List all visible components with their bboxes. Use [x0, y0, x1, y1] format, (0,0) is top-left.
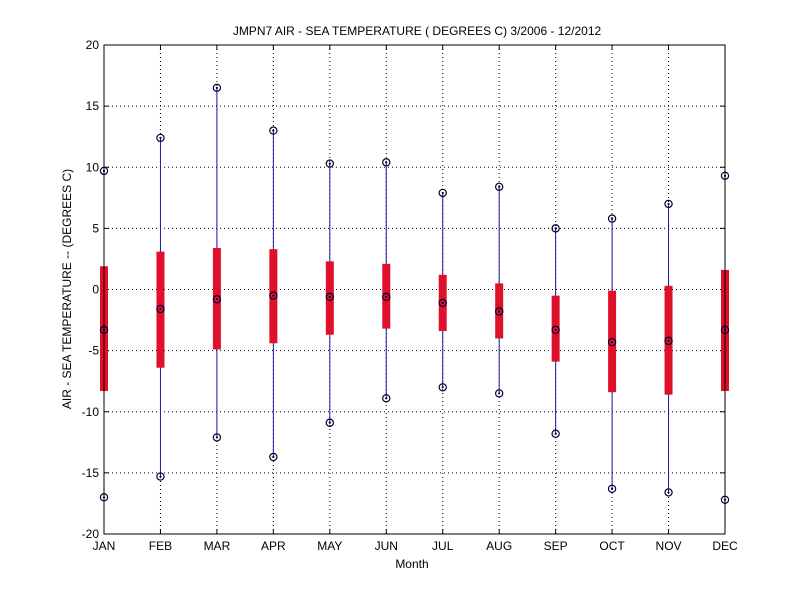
- median-dot-oct: [610, 340, 614, 344]
- grid: [103, 44, 726, 535]
- min-dot-jul: [441, 386, 444, 389]
- x-tick-label-feb: FEB: [149, 539, 172, 553]
- max-dot-jun: [385, 161, 388, 164]
- min-marker-jul: [438, 383, 447, 392]
- x-tick-label-oct: OCT: [599, 539, 625, 553]
- median-dot-aug: [498, 310, 501, 313]
- plot-frame: [103, 44, 726, 535]
- y-tick-label-8: 20: [86, 38, 100, 52]
- x-tick-label-dec: DEC: [712, 539, 738, 553]
- y-tick-label-7: 15: [86, 99, 100, 113]
- max-marker-sep: [551, 224, 560, 233]
- median-marker-aug: [494, 307, 504, 316]
- min-dot-aug: [498, 392, 501, 395]
- min-dot-mar: [215, 436, 219, 439]
- median-dot-apr: [272, 294, 275, 297]
- max-marker-jun: [382, 158, 391, 167]
- max-marker-aug: [494, 182, 504, 192]
- median-dot-nov: [667, 339, 670, 342]
- max-dot-oct: [610, 217, 614, 220]
- median-dot-sep: [554, 328, 557, 331]
- tick-labels: -20 -15 -10 -5 0 5 10 15 20 JAN FEB MAR APR MAY JUN JUL…: [82, 38, 738, 553]
- x-tick-label-jan: JAN: [93, 539, 116, 553]
- min-dot-feb: [159, 475, 162, 478]
- max-marker-nov: [664, 199, 673, 209]
- min-marker-jun: [382, 394, 391, 403]
- max-dot-may: [328, 162, 331, 165]
- max-marker-oct: [607, 214, 617, 223]
- box-plot-marks: [99, 83, 730, 504]
- y-tick-label-3: -5: [88, 344, 99, 358]
- max-dot-aug: [498, 185, 501, 188]
- max-dot-sep: [554, 227, 557, 230]
- min-dot-apr: [272, 455, 275, 459]
- median-marker-oct: [607, 337, 617, 347]
- box-sep: [551, 295, 560, 362]
- y-tick-label-5: 5: [92, 221, 99, 235]
- x-tick-label-may: MAY: [317, 539, 342, 553]
- max-marker-mar: [212, 83, 222, 92]
- median-dot-jun: [385, 295, 388, 298]
- y-tick-label-1: -15: [82, 466, 100, 480]
- y-tick-label-2: -10: [82, 405, 100, 419]
- median-marker-apr: [269, 291, 278, 300]
- max-marker-may: [325, 159, 335, 168]
- median-marker-feb: [156, 304, 165, 314]
- median-marker-may: [325, 292, 335, 302]
- x-tick-label-mar: MAR: [204, 539, 231, 553]
- median-marker-nov: [664, 336, 673, 346]
- min-marker-apr: [269, 452, 278, 462]
- x-tick-label-jun: JUN: [375, 539, 398, 553]
- chart-title: JMPN7 AIR - SEA TEMPERATURE ( DEGREES C)…: [233, 24, 602, 38]
- min-marker-oct: [607, 484, 617, 493]
- min-marker-mar: [212, 433, 222, 442]
- x-tick-label-aug: AUG: [486, 539, 512, 553]
- median-marker-sep: [551, 325, 560, 335]
- median-marker-mar: [212, 295, 222, 304]
- max-dot-nov: [667, 202, 670, 206]
- median-dot-mar: [215, 298, 219, 301]
- min-dot-may: [328, 421, 331, 424]
- min-dot-jun: [385, 397, 388, 400]
- min-dot-sep: [554, 432, 557, 435]
- box-may: [325, 261, 334, 335]
- max-marker-apr: [269, 126, 278, 135]
- y-tick-label-0: -20: [82, 527, 100, 541]
- x-tick-label-jul: JUL: [432, 539, 454, 553]
- max-dot-mar: [215, 86, 219, 89]
- x-tick-label-sep: SEP: [544, 539, 568, 553]
- x-tick-label-apr: APR: [261, 539, 286, 553]
- min-marker-aug: [494, 389, 504, 398]
- y-tick-label-6: 10: [86, 160, 100, 174]
- x-tick-label-nov: NOV: [656, 539, 682, 553]
- min-marker-may: [325, 418, 335, 427]
- max-marker-feb: [156, 133, 165, 143]
- max-dot-apr: [272, 129, 275, 132]
- median-dot-jul: [441, 301, 444, 305]
- x-axis-label: Month: [395, 557, 428, 571]
- y-axis-label: AIR - SEA TEMPERATURE -- (DEGREES C): [60, 169, 74, 409]
- min-dot-nov: [667, 491, 670, 494]
- min-marker-sep: [551, 429, 560, 438]
- min-marker-nov: [664, 488, 673, 497]
- median-dot-feb: [159, 307, 162, 311]
- min-dot-oct: [610, 487, 614, 490]
- median-marker-jun: [382, 292, 391, 302]
- max-dot-feb: [159, 136, 162, 140]
- median-dot-may: [328, 295, 331, 298]
- max-dot-jul: [441, 191, 444, 195]
- median-marker-jul: [438, 298, 447, 308]
- min-marker-feb: [156, 472, 165, 481]
- max-marker-jul: [438, 188, 447, 198]
- y-tick-label-4: 0: [92, 283, 99, 297]
